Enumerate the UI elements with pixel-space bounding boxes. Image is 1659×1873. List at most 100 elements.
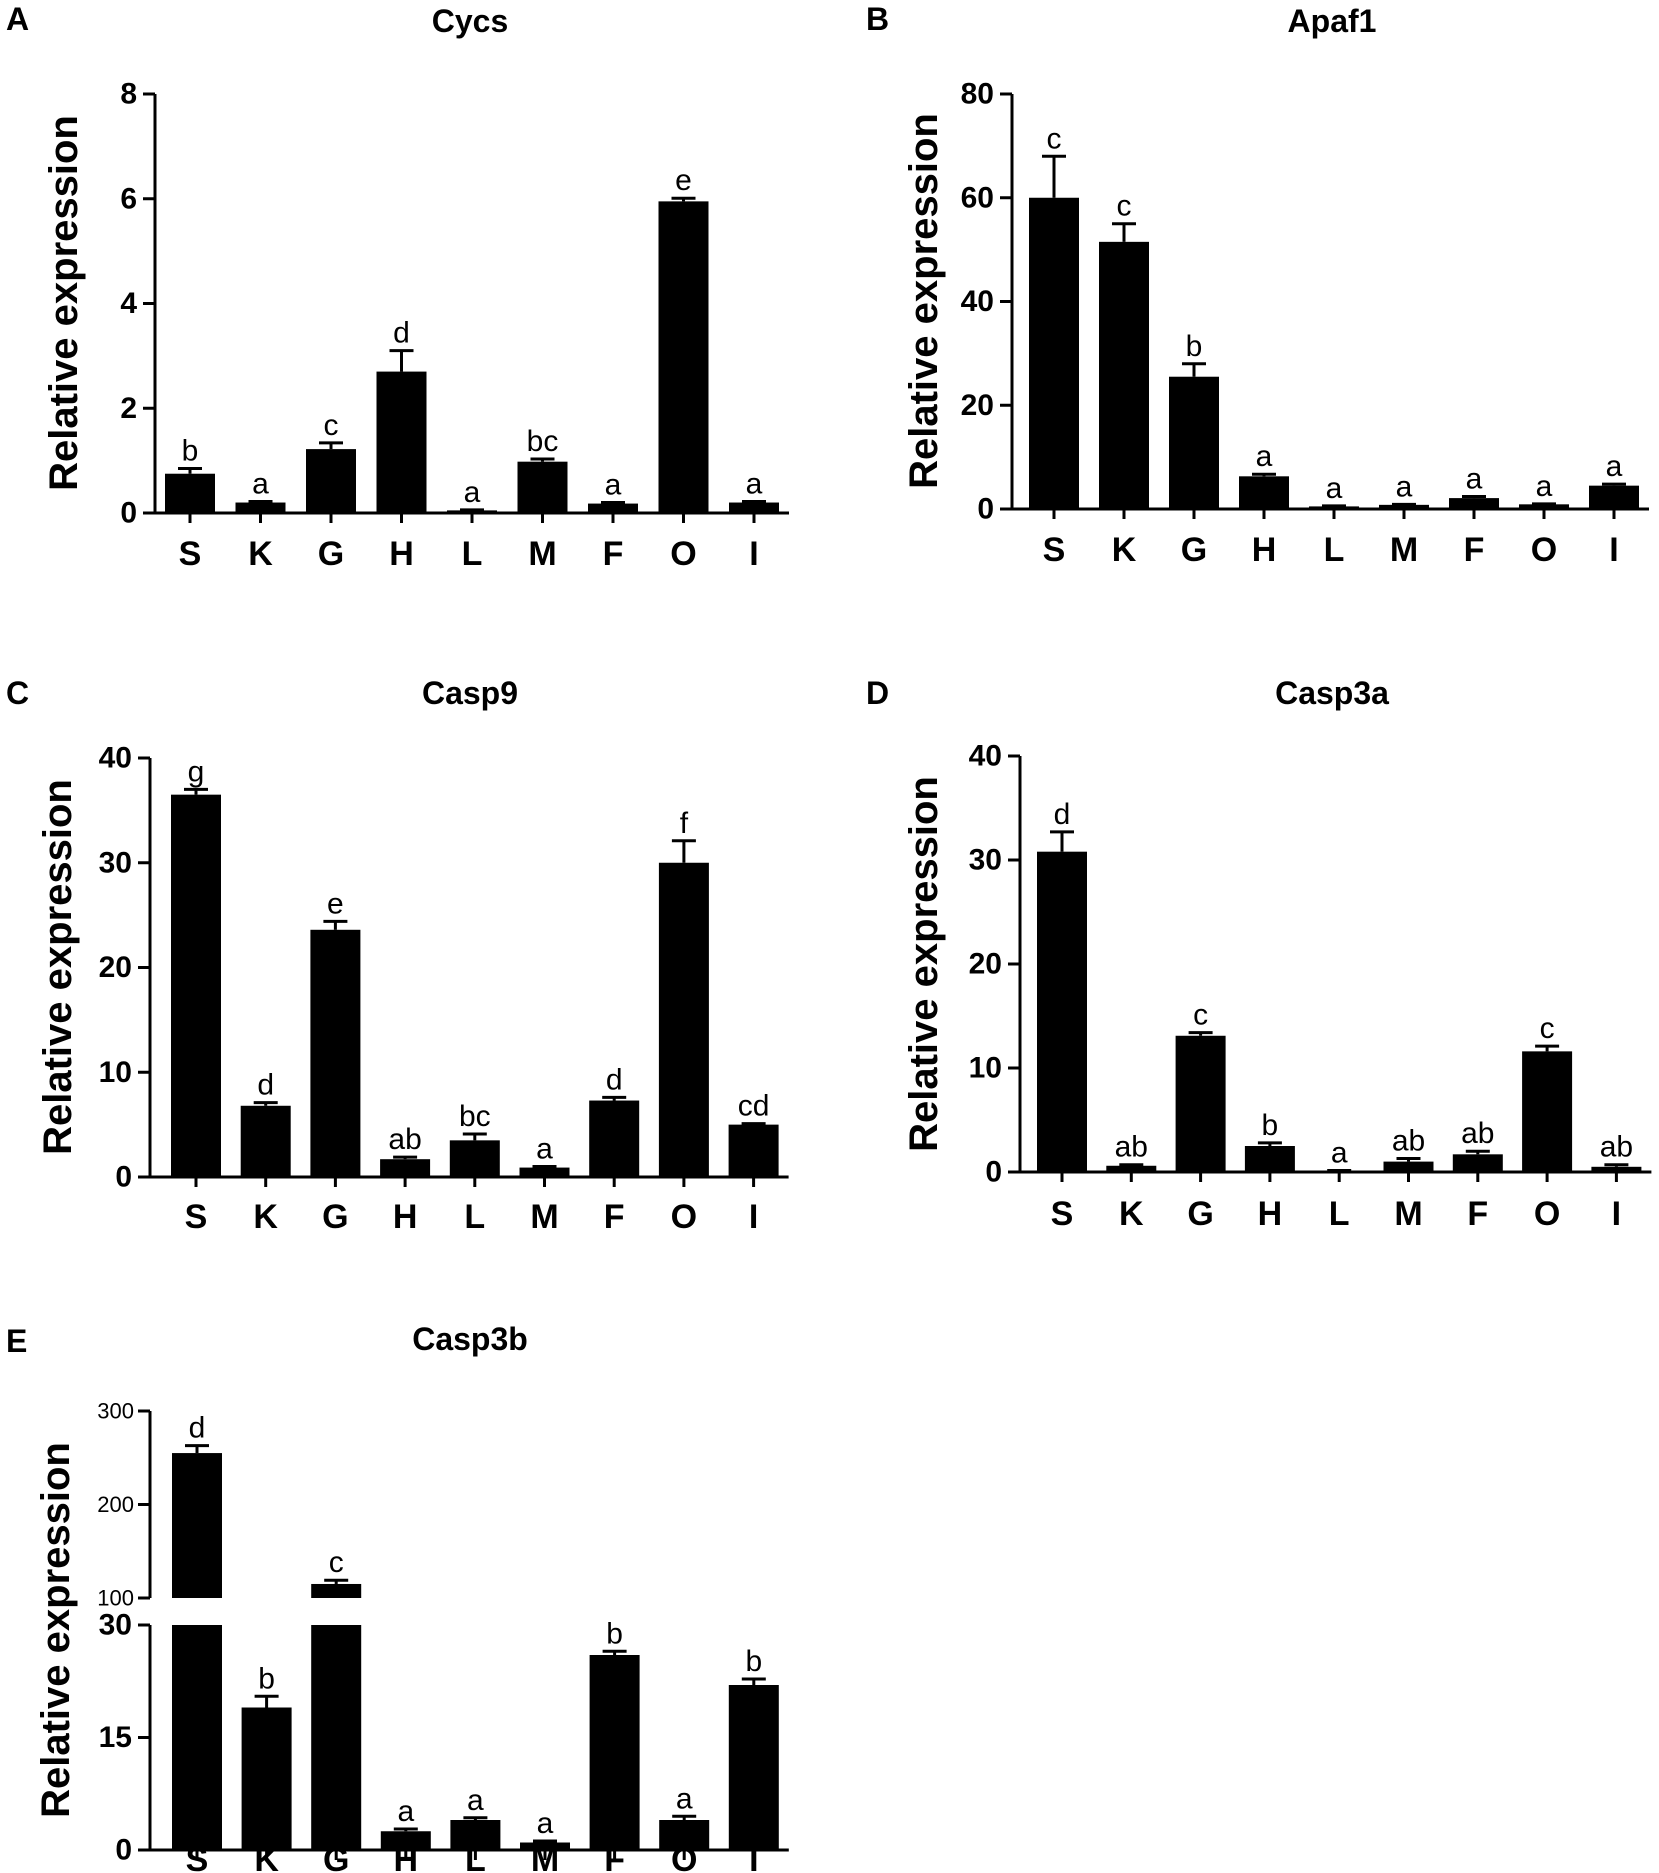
bar [659,1820,710,1850]
bar [171,794,221,1177]
y-tick-label: 8 [120,78,137,111]
x-tick-label: I [749,1198,758,1236]
significance-label: a [1256,440,1273,473]
bar [1106,1165,1157,1172]
significance-label: a [676,1782,693,1815]
significance-label: c [1117,190,1132,223]
y-tick-label: 6 [120,182,137,215]
significance-label: a [605,469,622,502]
significance-label: ab [388,1123,421,1156]
significance-label: bc [459,1100,491,1133]
bar [1175,1035,1226,1172]
bar [519,1167,570,1177]
x-tick-label: K [254,1841,279,1873]
chart-panel-e: E Casp3b Relative expression 100 200 300 0 15 30… [6,1321,789,1873]
bar [589,1100,640,1177]
y-tick-label: 10 [99,1056,132,1089]
significance-label: a [467,1784,484,1817]
x-tick-label: S [1043,531,1066,569]
x-tick-label: O [671,1198,697,1236]
chart-title: Casp9 [422,675,518,711]
y-tick-label: 0 [120,497,137,530]
significance-label: ab [1461,1117,1494,1150]
bar [447,510,497,513]
significance-label: g [188,755,205,788]
bar [311,1583,362,1598]
significance-label: d [1054,798,1071,831]
x-tick-label: G [1187,1195,1213,1233]
bar [729,502,779,513]
x-tick-label: H [389,535,414,573]
x-tick-label: O [1534,1195,1560,1233]
chart-panel-c: C Casp9 Relative expression 0 10 20 30 40 g Sd Ke G… [6,675,789,1236]
bar [1383,1161,1434,1172]
significance-label: b [745,1645,762,1678]
bar [589,1655,640,1850]
significance-label: bc [527,425,559,458]
significance-label: ab [1115,1131,1148,1164]
significance-label: a [537,1807,554,1840]
bar [1099,241,1149,509]
significance-label: d [257,1069,274,1102]
x-tick-label: M [528,535,556,573]
panel-letter: E [6,1323,27,1359]
y-tick-label: 20 [969,948,1002,981]
x-tick-label: S [186,1841,209,1873]
y-tick-label: 10 [969,1052,1002,1085]
x-tick-label: L [462,535,483,573]
bar [311,1625,362,1850]
significance-label: c [324,409,339,442]
x-tick-label: F [603,535,624,573]
panel-letter: A [6,1,29,37]
x-tick-label: K [1112,531,1137,569]
y-tick-label: 300 [97,1399,134,1424]
x-tick-label: O [671,1841,697,1873]
y-axis-label: Relative expression [34,1442,78,1818]
chart-panel-b: B Apaf1 Relative expression 0 20 40 60 80 c Sc Kb G… [866,1,1649,569]
bar [235,502,286,513]
significance-label: f [680,807,689,840]
significance-label: e [327,887,344,920]
bar [1037,851,1087,1172]
bar [380,1159,431,1177]
bar [520,1842,570,1850]
x-tick-label: S [179,535,202,573]
bar [241,1707,292,1850]
x-tick-label: O [1531,531,1557,569]
x-tick-label: H [1258,1195,1283,1233]
bar [376,371,427,513]
bar [658,201,709,513]
y-tick-label: 30 [99,1609,132,1642]
y-tick-label: 0 [115,1161,132,1194]
y-tick-label: 0 [985,1156,1002,1189]
y-tick-label: 2 [120,392,137,425]
bar [1449,498,1499,509]
bar [1522,1051,1573,1172]
bar [165,473,215,513]
bar [1589,485,1639,509]
y-tick-label: 200 [97,1492,134,1517]
significance-label: b [182,434,199,467]
y-axis-label: Relative expression [902,113,946,489]
bar [172,1625,222,1850]
significance-label: ab [1600,1131,1633,1164]
x-tick-label: M [1390,531,1418,569]
significance-label: d [606,1063,623,1096]
bar [588,503,638,513]
bar [1379,504,1429,509]
bar [310,929,361,1177]
y-tick-label: 0 [977,493,994,526]
significance-label: a [397,1795,414,1828]
y-axis-label: Relative expression [36,779,80,1155]
y-tick-label: 20 [99,951,132,984]
x-tick-label: G [322,1198,348,1236]
x-tick-label: S [185,1198,208,1236]
significance-label: b [606,1617,623,1650]
significance-label: a [1466,463,1483,496]
x-tick-label: K [1119,1195,1144,1233]
x-tick-label: L [464,1198,485,1236]
x-tick-label: G [1181,531,1207,569]
